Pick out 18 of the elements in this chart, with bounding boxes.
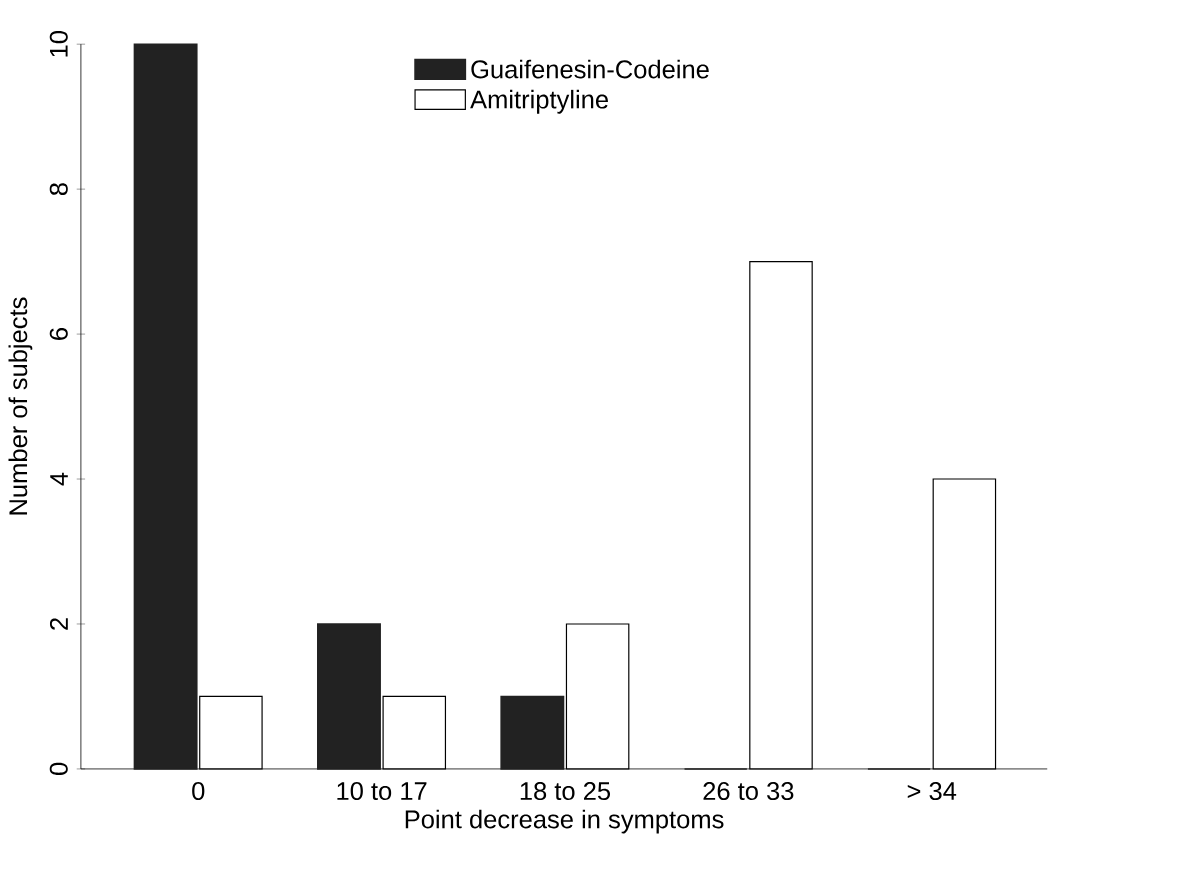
x-tick-label: 26 to 33: [703, 782, 794, 801]
x-tick-label: > 34: [907, 782, 957, 801]
x-tick-label: 18 to 25: [520, 782, 611, 801]
x-tick-label: 10 to 17: [337, 782, 427, 801]
bar: [500, 695, 565, 770]
y-tick-label: 0: [49, 762, 68, 776]
y-axis-title: Number of subjects: [8, 297, 33, 515]
y-tick-label: 2: [49, 618, 68, 630]
legend-label: Amitriptyline: [470, 89, 608, 114]
bar: [133, 43, 198, 770]
bar: [317, 623, 381, 770]
legend-label: Guaifenesin-Codeine: [471, 59, 709, 79]
y-tick-label: 8: [49, 183, 68, 196]
y-tick-label: 4: [50, 472, 68, 486]
y-tick-label: 10: [49, 31, 68, 57]
x-tick-label: 0: [192, 782, 205, 801]
y-tick-label: 6: [49, 328, 68, 340]
x-axis-title: Point decrease in symptoms: [405, 809, 724, 834]
